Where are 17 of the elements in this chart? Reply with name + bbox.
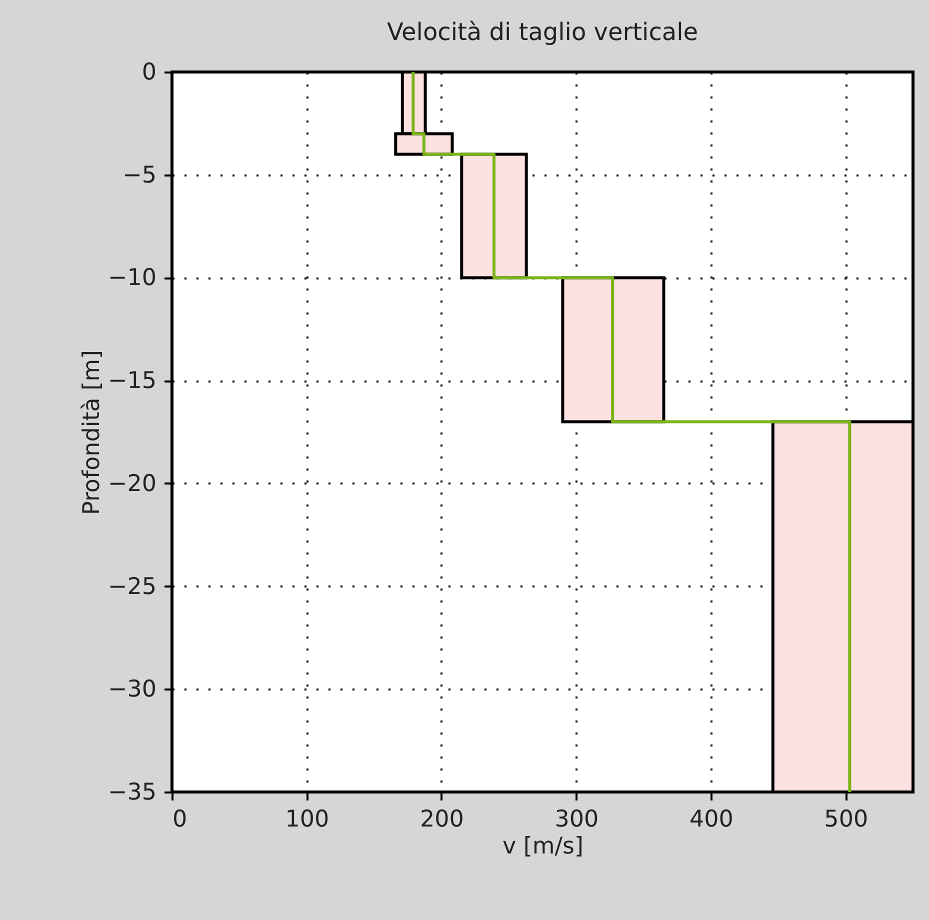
y-tick-label: −30 [108,676,156,703]
x-tick-label: 0 [172,806,188,832]
x-axis-title: v [m/s] [502,834,584,860]
y-tick-label: −10 [108,265,156,292]
x-tick-label: 400 [689,806,734,832]
x-tick-label: 100 [285,806,330,832]
y-tick-label: −25 [108,574,156,600]
chart-title: Velocità di taglio verticale [386,18,698,46]
y-tick-label: 0 [142,60,156,86]
x-tick-label: 500 [824,806,868,832]
y-tick-label: −35 [108,780,156,806]
x-tick-label: 200 [420,806,464,832]
y-tick-label: −15 [108,368,156,394]
y-axis-title: Profondità [m] [78,350,105,515]
y-tick-label: −20 [108,470,156,497]
y-tick-label: −5 [122,162,156,188]
x-tick-label: 300 [554,806,599,832]
